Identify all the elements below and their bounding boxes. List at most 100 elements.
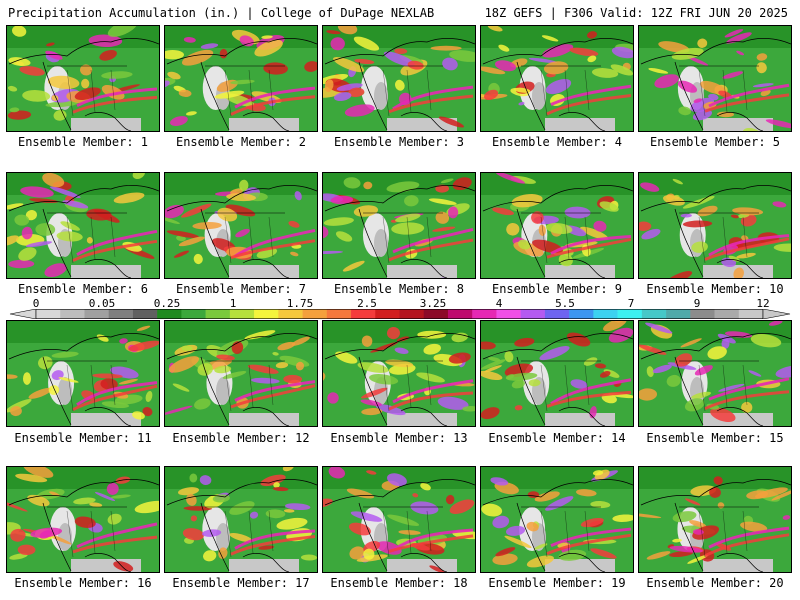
colorbar-tick: 1.75 — [286, 297, 314, 310]
colorbar-tick: 0.05 — [88, 297, 116, 310]
colorbar-swatch — [617, 309, 643, 319]
precip-map-graphic — [639, 321, 791, 426]
panel-label-4: Ensemble Member: 4 — [491, 135, 623, 149]
precip-map-graphic — [639, 26, 791, 131]
precip-map-graphic — [7, 321, 159, 426]
panel-label-9: Ensemble Member: 9 — [491, 282, 623, 296]
colorbar-swatch — [641, 309, 667, 319]
page-title: Precipitation Accumulation (in.) | Colle… — [8, 6, 435, 20]
map-panel-13 — [322, 320, 476, 427]
panel-label-5: Ensemble Member: 5 — [649, 135, 781, 149]
precip-map-graphic — [639, 173, 791, 278]
precip-map-graphic — [481, 173, 633, 278]
colorbar-tick: 9 — [693, 297, 701, 310]
map-panel-14 — [480, 320, 634, 427]
map-panel-15 — [638, 320, 792, 427]
colorbar-swatch — [375, 309, 400, 319]
precip-map-graphic — [481, 467, 633, 572]
panel-label-15: Ensemble Member: 15 — [646, 431, 784, 445]
colorbar-tick: 3.25 — [419, 297, 447, 310]
map-panel-3 — [322, 25, 476, 132]
colorbar-swatch — [447, 309, 473, 319]
panel-label-16: Ensemble Member: 16 — [14, 576, 152, 590]
panel-label-19: Ensemble Member: 19 — [488, 576, 626, 590]
panel-label-6: Ensemble Member: 6 — [17, 282, 149, 296]
panel-label-13: Ensemble Member: 13 — [330, 431, 468, 445]
colorbar-swatch — [157, 309, 182, 319]
panel-label-11: Ensemble Member: 11 — [14, 431, 152, 445]
map-panel-4 — [480, 25, 634, 132]
colorbar-tick: 12 — [756, 297, 770, 310]
panel-label-17: Ensemble Member: 17 — [172, 576, 310, 590]
precip-map-graphic — [323, 173, 475, 278]
precip-map-graphic — [7, 467, 159, 572]
colorbar-tick: 4 — [495, 297, 503, 310]
map-panel-19 — [480, 466, 634, 573]
map-panel-6 — [6, 172, 160, 279]
precip-map-graphic — [481, 26, 633, 131]
colorbar-swatch — [593, 309, 618, 319]
precip-map-graphic — [165, 321, 317, 426]
colorbar-swatch — [205, 309, 231, 319]
map-panel-9 — [480, 172, 634, 279]
precip-map-graphic — [165, 26, 317, 131]
colorbar-swatch — [254, 309, 279, 319]
colorbar-swatch — [544, 309, 570, 319]
colorbar-swatch — [60, 309, 85, 319]
colorbar-swatch — [132, 309, 158, 319]
colorbar-tick: 7 — [627, 297, 635, 310]
colorbar-swatch — [36, 309, 61, 319]
precip-map-graphic — [165, 467, 317, 572]
map-panel-7 — [164, 172, 318, 279]
colorbar-arrow-left — [9, 309, 37, 319]
map-panel-20 — [638, 466, 792, 573]
panel-label-12: Ensemble Member: 12 — [172, 431, 310, 445]
colorbar-swatch — [666, 309, 691, 319]
colorbar-swatch — [690, 309, 715, 319]
colorbar-swatch — [569, 309, 594, 319]
panel-label-8: Ensemble Member: 8 — [333, 282, 465, 296]
colorbar-swatch — [714, 309, 740, 319]
colorbar-swatch — [520, 309, 546, 319]
precip-map-graphic — [639, 467, 791, 572]
map-panel-8 — [322, 172, 476, 279]
precip-map-graphic — [7, 26, 159, 131]
colorbar-swatch — [399, 309, 425, 319]
panel-label-1: Ensemble Member: 1 — [17, 135, 149, 149]
panel-label-14: Ensemble Member: 14 — [488, 431, 626, 445]
colorbar-tick-labels: 0 0.05 0.25 1 1.75 2.5 3.25 4 5.5 7 9 12 — [0, 297, 800, 310]
panel-label-20: Ensemble Member: 20 — [646, 576, 784, 590]
panel-label-10: Ensemble Member: 10 — [646, 282, 784, 296]
colorbar-swatch — [496, 309, 521, 319]
colorbar — [9, 309, 791, 319]
colorbar-tick: 1 — [229, 297, 237, 310]
colorbar-swatch — [423, 309, 449, 319]
map-panel-11 — [6, 320, 160, 427]
map-panel-10 — [638, 172, 792, 279]
precip-map-graphic — [165, 173, 317, 278]
colorbar-arrow-right — [762, 309, 791, 319]
panel-label-7: Ensemble Member: 7 — [175, 282, 307, 296]
panel-label-18: Ensemble Member: 18 — [330, 576, 468, 590]
colorbar-swatch — [351, 309, 376, 319]
map-panel-2 — [164, 25, 318, 132]
map-panel-12 — [164, 320, 318, 427]
colorbar-swatch — [108, 309, 134, 319]
panel-label-3: Ensemble Member: 3 — [333, 135, 465, 149]
panel-label-2: Ensemble Member: 2 — [175, 135, 307, 149]
colorbar-swatch — [84, 309, 109, 319]
colorbar-swatch — [326, 309, 352, 319]
colorbar-swatch — [181, 309, 206, 319]
map-panel-5 — [638, 25, 792, 132]
map-panel-18 — [322, 466, 476, 573]
map-panel-16 — [6, 466, 160, 573]
precip-map-graphic — [481, 321, 633, 426]
colorbar-swatch — [738, 309, 764, 319]
precip-map-graphic — [323, 467, 475, 572]
precip-map-graphic — [323, 26, 475, 131]
colorbar-tick: 0.25 — [153, 297, 181, 310]
colorbar-swatch — [302, 309, 328, 319]
map-panel-1 — [6, 25, 160, 132]
colorbar-tick: 5.5 — [555, 297, 575, 310]
run-info: 18Z GEFS | F306 Valid: 12Z FRI JUN 20 20… — [484, 6, 788, 20]
